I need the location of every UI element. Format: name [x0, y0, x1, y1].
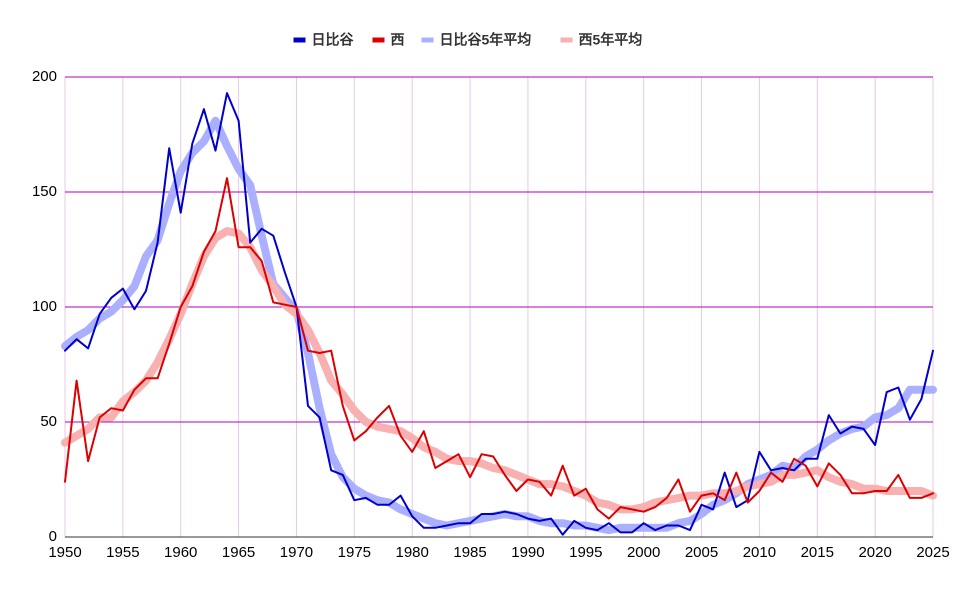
y-tick-label: 150: [32, 183, 57, 200]
x-tick-label: 2005: [685, 544, 718, 561]
legend-label: 日比谷: [312, 32, 355, 48]
series-line: [64, 177, 934, 520]
x-tick-label: 2020: [858, 544, 891, 561]
x-tick-label: 1965: [222, 544, 255, 561]
x-tick-label: 2000: [627, 544, 660, 561]
x-tick-label: 1980: [396, 544, 429, 561]
x-tick-label: 2015: [801, 544, 834, 561]
x-tick-label: 1960: [164, 544, 197, 561]
legend-label: 西: [391, 32, 405, 48]
x-tick-label: 1950: [48, 544, 81, 561]
y-tick-label: 0: [49, 528, 57, 545]
y-tick-label: 100: [32, 298, 57, 315]
x-tick-label: 1975: [338, 544, 371, 561]
x-tick-label: 1995: [569, 544, 602, 561]
x-tick-label: 2010: [743, 544, 776, 561]
x-tick-label: 1955: [106, 544, 139, 561]
x-tick-label: 1970: [280, 544, 313, 561]
y-tick-label: 200: [32, 68, 57, 85]
series-line: [61, 227, 937, 514]
legend-label: 西5年平均: [579, 32, 643, 48]
x-tick-label: 1985: [453, 544, 486, 561]
legend-label: 日比谷5年平均: [440, 32, 532, 48]
x-tick-label: 1990: [511, 544, 544, 561]
x-tick-label: 2025: [916, 544, 949, 561]
y-tick-label: 50: [40, 413, 57, 430]
